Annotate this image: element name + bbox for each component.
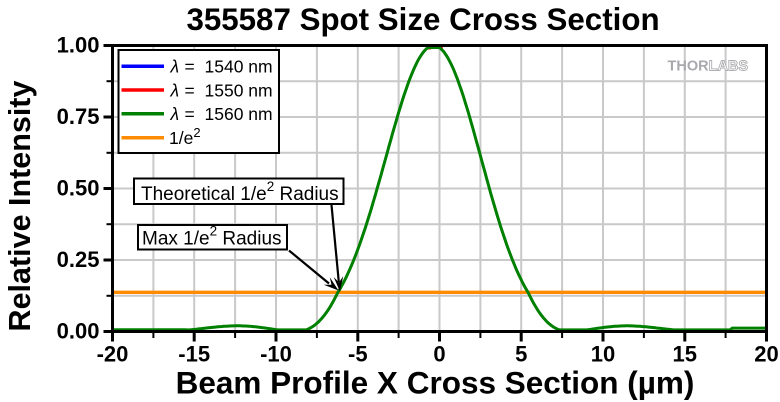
svg-text:THORLABS: THORLABS: [668, 59, 749, 75]
svg-text:λ=1550 nm: λ = 1550 nm: [170, 80, 273, 100]
svg-text:0.75: 0.75: [57, 104, 100, 129]
svg-text:-5: -5: [348, 342, 368, 367]
svg-text:1.00: 1.00: [57, 33, 100, 58]
svg-text:Theoretical 1/e2 Radius: Theoretical 1/e2 Radius: [141, 179, 339, 205]
svg-text:0.50: 0.50: [57, 176, 100, 201]
svg-text:λ=1540 nm: λ = 1540 nm: [170, 57, 273, 77]
svg-text:-15: -15: [178, 342, 210, 367]
svg-text:20: 20: [754, 342, 778, 367]
svg-text:Relative Intensity: Relative Intensity: [3, 81, 37, 332]
svg-text:0.00: 0.00: [57, 319, 100, 344]
svg-text:1/e2: 1/e2: [169, 125, 201, 148]
svg-text:-20: -20: [97, 342, 129, 367]
svg-text:10: 10: [591, 342, 615, 367]
svg-text:-10: -10: [260, 342, 292, 367]
svg-text:5: 5: [515, 342, 527, 367]
svg-text:355587 Spot Size Cross Section: 355587 Spot Size Cross Section: [186, 2, 659, 37]
svg-text:λ=1560 nm: λ = 1560 nm: [170, 104, 273, 124]
svg-text:Beam Profile X Cross Section (: Beam Profile X Cross Section (µm): [176, 365, 695, 401]
svg-text:0.25: 0.25: [57, 247, 100, 272]
svg-text:0: 0: [433, 342, 445, 367]
svg-text:15: 15: [673, 342, 697, 367]
